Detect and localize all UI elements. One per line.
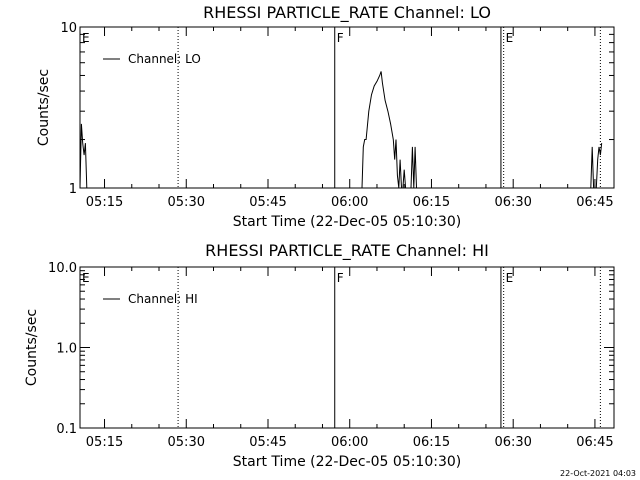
series-line: [79, 123, 88, 189]
y-tick-label: 0.1: [56, 422, 77, 437]
x-tick-label: 06:30: [494, 195, 531, 210]
generation-timestamp: 22-Oct-2021 04:03: [560, 469, 636, 478]
series-line: [590, 146, 595, 189]
legend-label: Channel: LO: [128, 52, 201, 66]
x-tick-label: 05:30: [168, 195, 205, 210]
chart-title: RHESSI PARTICLE_RATE Channel: HI: [205, 241, 489, 261]
plot-panel-lo: RHESSI PARTICLE_RATE Channel: LO Start Ti…: [36, 3, 615, 230]
y-axis-label: Counts/sec: [36, 69, 52, 146]
y-axis-label: Counts/sec: [24, 309, 40, 386]
x-tick-label: 06:45: [576, 195, 613, 210]
y-tick-label: 10.0: [48, 261, 77, 276]
x-axis-label: Start Time (22-Dec-05 05:10:30): [233, 454, 461, 470]
annotation-label: E: [506, 271, 514, 285]
x-tick-label: 06:00: [331, 195, 368, 210]
annotation-label: F: [337, 31, 344, 45]
x-tick-label: 05:45: [249, 435, 286, 450]
x-tick-label: 05:45: [249, 195, 286, 210]
x-tick-label: 06:45: [576, 435, 613, 450]
annotation-label: E: [82, 271, 90, 285]
legend-label: Channel: HI: [128, 292, 198, 306]
y-tick-label: 1.0: [56, 342, 77, 357]
x-tick-label: 06:00: [331, 435, 368, 450]
series-line: [361, 71, 417, 189]
annotation-label: F: [337, 271, 344, 285]
x-tick-label: 06:30: [494, 435, 531, 450]
plot-panel-hi: RHESSI PARTICLE_RATE Channel: HI Start Ti…: [24, 241, 615, 470]
x-tick-label: 05:15: [86, 435, 123, 450]
annotation-label: E: [506, 31, 514, 45]
annotation-label: E: [82, 31, 90, 45]
y-tick-label: 10: [60, 21, 77, 36]
x-tick-label: 05:15: [86, 195, 123, 210]
x-tick-label: 06:15: [413, 435, 450, 450]
axis-frame: [79, 26, 615, 189]
series-line: [595, 143, 603, 189]
y-tick-label: 1: [69, 182, 77, 197]
chart-title: RHESSI PARTICLE_RATE Channel: LO: [203, 3, 491, 23]
x-axis-label: Start Time (22-Dec-05 05:10:30): [233, 214, 461, 230]
x-tick-label: 05:30: [168, 435, 205, 450]
x-tick-label: 06:15: [413, 195, 450, 210]
